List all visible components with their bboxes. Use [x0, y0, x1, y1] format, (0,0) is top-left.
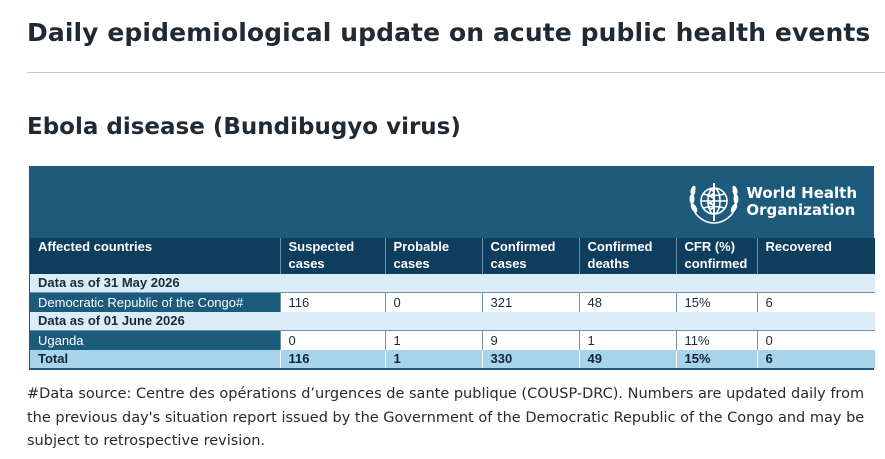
data-source-footnote: #Data source: Centre des opérations d’ur… [27, 386, 865, 449]
table-header-row: Affected countries Suspected cases Probab… [30, 238, 875, 274]
section-title: Ebola disease (Bundibugyo virus) [27, 114, 461, 140]
col-header-suspected-cases: Suspected cases [279, 238, 385, 274]
total-deaths: 49 [578, 350, 676, 368]
deaths-cell: 48 [578, 292, 676, 312]
col-header-recovered: Recovered [756, 238, 875, 274]
col-header-confirmed-deaths: Confirmed deaths [578, 238, 676, 274]
total-label: Total [30, 350, 280, 368]
total-confirmed: 330 [481, 350, 579, 368]
date-row: Data as of 01 June 2026 [30, 312, 875, 331]
table-row: Democratic Republic of the Congo# 116 0 … [30, 292, 875, 312]
confirmed-cell: 9 [481, 330, 579, 350]
cases-table: Affected countries Suspected cases Probab… [30, 238, 875, 368]
page-title: Daily epidemiological update on acute pu… [27, 18, 871, 47]
suspected-cell: 116 [279, 292, 385, 312]
col-header-probable-cases: Probable cases [384, 238, 482, 274]
suspected-cell: 0 [279, 330, 385, 350]
total-probable: 1 [384, 350, 482, 368]
total-row: Total 116 1 330 49 15% 6 [30, 350, 875, 368]
who-logo: World Health Organization [686, 177, 857, 227]
who-wordmark-line2: Organization [746, 201, 856, 219]
ebola-summary-table-card: World Health Organization Affected count… [29, 166, 875, 370]
date-label: Data as of 31 May 2026 [30, 274, 875, 293]
cfr-cell: 11% [675, 330, 757, 350]
table-row: Uganda 0 1 9 1 11% 0 [30, 330, 875, 350]
total-cfr: 15% [675, 350, 757, 368]
country-cell: Democratic Republic of the Congo# [30, 292, 280, 312]
col-header-confirmed-cases: Confirmed cases [481, 238, 579, 274]
date-row: Data as of 31 May 2026 [30, 274, 875, 293]
total-recovered: 6 [756, 350, 875, 368]
table-banner: World Health Organization [30, 167, 873, 238]
confirmed-cell: 321 [481, 292, 579, 312]
title-divider [27, 72, 885, 73]
who-wordmark: World Health Organization [746, 185, 857, 219]
col-header-affected-countries: Affected countries [30, 238, 280, 274]
probable-cell: 0 [384, 292, 482, 312]
who-wordmark-line1: World Health [746, 184, 857, 202]
recovered-cell: 6 [756, 292, 875, 312]
recovered-cell: 0 [756, 330, 875, 350]
deaths-cell: 1 [578, 330, 676, 350]
total-suspected: 116 [279, 350, 385, 368]
who-emblem-icon [689, 183, 739, 224]
country-cell: Uganda [30, 330, 280, 350]
cfr-cell: 15% [675, 292, 757, 312]
probable-cell: 1 [384, 330, 482, 350]
date-label: Data as of 01 June 2026 [30, 312, 875, 331]
col-header-cfr-confirmed: CFR (%) confirmed [675, 238, 757, 274]
